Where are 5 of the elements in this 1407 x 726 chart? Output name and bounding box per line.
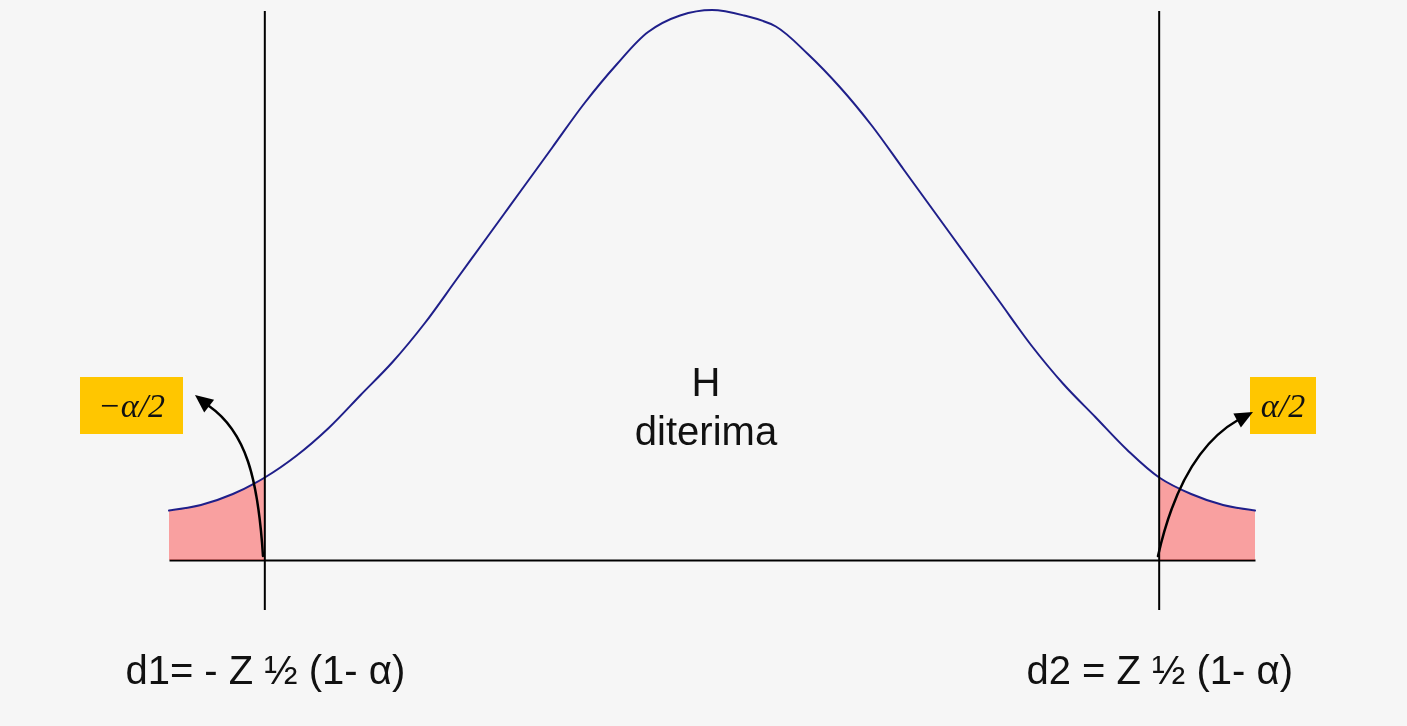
x-tick-label: d2 = Z ½ (1- α) bbox=[1026, 647, 1293, 692]
text: α/2 bbox=[1260, 386, 1306, 424]
x-tick-label: d1= - Z ½ (1- α) bbox=[125, 647, 406, 692]
text: −α/2 bbox=[97, 386, 166, 424]
annotation: H diterima bbox=[633, 359, 779, 455]
